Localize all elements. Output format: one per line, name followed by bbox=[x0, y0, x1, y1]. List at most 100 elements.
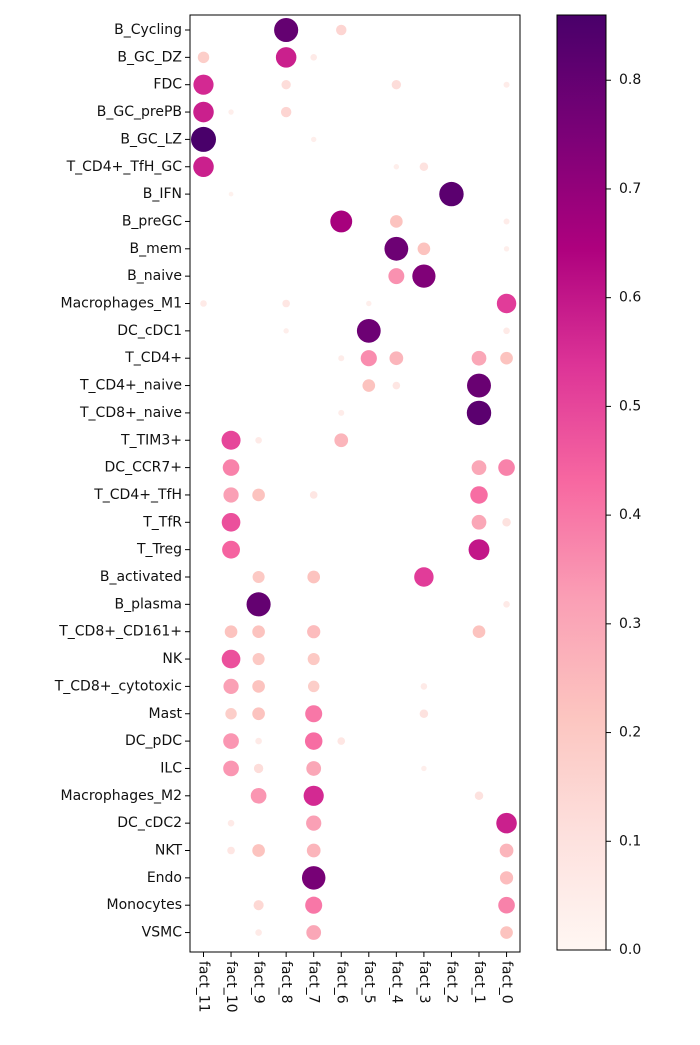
dot-NKT-fact_9 bbox=[252, 844, 265, 857]
y-tick-label: DC_cDC2 bbox=[117, 815, 182, 831]
dot-NKT-fact_10 bbox=[227, 846, 235, 855]
y-tick-label: B_Cycling bbox=[114, 22, 182, 38]
dot-series bbox=[191, 17, 517, 940]
colorbar-tick-label: 0.5 bbox=[619, 398, 641, 414]
dot-T_CD4+-fact_1 bbox=[471, 350, 487, 366]
dot-T_CD8+_naive-fact_6 bbox=[338, 409, 345, 416]
dot-B_mem-fact_4 bbox=[384, 236, 409, 261]
colorbar-tick-label: 0.0 bbox=[619, 942, 641, 958]
dot-T_CD4+_naive-fact_4 bbox=[392, 381, 401, 390]
dot-Macrophages_M2-fact_9 bbox=[250, 787, 267, 804]
y-tick-label: Endo bbox=[147, 870, 182, 886]
y-tick-label: DC_pDC bbox=[125, 733, 182, 749]
dot-Mast-fact_3 bbox=[419, 709, 429, 719]
dot-ILC-fact_10 bbox=[223, 760, 239, 777]
dot-T_CD4+-fact_4 bbox=[389, 351, 404, 366]
dot-T_CD4+_TfH-fact_10 bbox=[223, 487, 239, 503]
dot-DC_cDC1-fact_0 bbox=[503, 327, 510, 335]
dot-T_CD8+_naive-fact_1 bbox=[466, 400, 492, 426]
dot-Mast-fact_10 bbox=[225, 708, 237, 720]
dot-Macrophages_M1-fact_11 bbox=[200, 300, 207, 307]
y-tick-label: Macrophages_M2 bbox=[61, 788, 183, 804]
dot-T_CD4+-fact_0 bbox=[500, 351, 513, 365]
dot-Mast-fact_9 bbox=[252, 707, 265, 721]
dot-T_Treg-fact_10 bbox=[222, 540, 240, 559]
dot-DC_pDC-fact_10 bbox=[223, 733, 239, 749]
y-tick-label: T_Treg bbox=[136, 542, 182, 558]
axes-frame bbox=[189, 14, 521, 953]
dot-B_Cycling-fact_6 bbox=[336, 24, 347, 36]
dot-B_naive-fact_4 bbox=[388, 268, 405, 285]
y-tick-label: T_TfR bbox=[142, 514, 182, 530]
dot-FDC-fact_11 bbox=[193, 74, 214, 95]
dot-T_CD4+_TfH_GC-fact_3 bbox=[419, 162, 429, 172]
dot-T_TfR-fact_0 bbox=[502, 518, 511, 527]
dot-T_CD4+_TfH-fact_1 bbox=[470, 486, 488, 504]
dot-NK-fact_7 bbox=[307, 653, 320, 666]
dot-B_activated-fact_7 bbox=[307, 570, 321, 584]
dot-B_activated-fact_9 bbox=[252, 570, 265, 584]
y-tick-label: Mast bbox=[149, 706, 183, 722]
y-tick-label: B_activated bbox=[100, 569, 182, 585]
x-tick-label: fact_0 bbox=[499, 961, 515, 1004]
colorbar-tick-label: 0.6 bbox=[619, 290, 641, 306]
dot-B_GC_DZ-fact_8 bbox=[275, 47, 297, 68]
colorbar-tick-label: 0.3 bbox=[619, 616, 641, 632]
y-tick-label: DC_cDC1 bbox=[117, 323, 182, 339]
dot-T_CD8+_CD161+-fact_7 bbox=[307, 625, 321, 639]
dot-B_IFN-fact_2 bbox=[439, 181, 464, 207]
x-axis-ticks: fact_11 fact_10 fact_9 fact_8 fact_7 fact_6 fa… bbox=[196, 952, 515, 1013]
y-tick-label: B_preGC bbox=[122, 213, 182, 229]
y-tick-label: ILC bbox=[160, 760, 182, 776]
x-tick-label: fact_8 bbox=[278, 961, 294, 1004]
dot-VSMC-fact_7 bbox=[306, 925, 322, 940]
dot-T_CD4+-fact_5 bbox=[360, 350, 377, 367]
x-tick-label: fact_9 bbox=[251, 961, 267, 1004]
y-tick-label: VSMC bbox=[142, 925, 183, 941]
dot-B_GC_DZ-fact_11 bbox=[197, 51, 210, 64]
colorbar: 0.0 0.1 0.2 0.3 0.4 0.5 0.6 0.7 0.8 bbox=[556, 14, 641, 958]
dot-DC_pDC-fact_7 bbox=[304, 732, 323, 750]
dot-FDC-fact_4 bbox=[391, 80, 402, 90]
dot-B_GC_LZ-fact_11 bbox=[191, 126, 216, 152]
dot-B_preGC-fact_0 bbox=[503, 218, 510, 225]
dot-B_preGC-fact_4 bbox=[390, 215, 403, 228]
dot-DC_cDC2-fact_7 bbox=[306, 815, 322, 831]
dot-DC_CCR7+-fact_0 bbox=[498, 459, 515, 476]
dot-B_plasma-fact_0 bbox=[503, 601, 510, 608]
dot-T_CD8+_CD161+-fact_9 bbox=[252, 625, 265, 639]
x-tick-label: fact_1 bbox=[471, 961, 487, 1004]
x-tick-label: fact_5 bbox=[361, 961, 377, 1004]
dot-B_activated-fact_3 bbox=[414, 567, 434, 587]
x-tick-label: fact_11 bbox=[196, 961, 212, 1013]
y-tick-label: DC_CCR7+ bbox=[105, 460, 182, 476]
y-tick-label: B_GC_DZ bbox=[117, 49, 182, 65]
y-tick-label: T_CD4+_TfH bbox=[93, 487, 182, 503]
dot-B_Cycling-fact_8 bbox=[274, 17, 299, 43]
dot-NKT-fact_0 bbox=[499, 843, 514, 858]
dot-FDC-fact_8 bbox=[281, 80, 291, 90]
y-tick-label: Macrophages_M1 bbox=[61, 296, 183, 312]
dot-T_CD4+_TfH_GC-fact_4 bbox=[393, 164, 400, 170]
dot-T_TIM3+-fact_10 bbox=[221, 430, 241, 450]
dot-T_CD8+_CD161+-fact_10 bbox=[224, 625, 238, 639]
dot-DC_CCR7+-fact_10 bbox=[222, 459, 240, 476]
y-tick-label: T_CD4+_naive bbox=[79, 378, 182, 394]
dot-T_CD4+_TfH_GC-fact_11 bbox=[193, 156, 214, 178]
dot-B_preGC-fact_6 bbox=[330, 210, 353, 233]
dot-T_CD4+_TfH-fact_9 bbox=[252, 488, 265, 502]
dot-B_GC_prePB-fact_11 bbox=[193, 101, 214, 123]
colorbar-tick-label: 0.2 bbox=[619, 725, 641, 741]
dot-Endo-fact_7 bbox=[301, 866, 326, 890]
y-tick-label: B_mem bbox=[130, 241, 183, 257]
dot-NKT-fact_7 bbox=[306, 843, 321, 858]
dot-DC_cDC1-fact_8 bbox=[283, 328, 289, 334]
dot-T_CD8+_cytotoxic-fact_10 bbox=[223, 678, 239, 695]
colorbar-bar bbox=[556, 14, 607, 951]
y-tick-label: T_CD8+_cytotoxic bbox=[54, 678, 182, 694]
y-tick-label: T_CD8+_CD161+ bbox=[58, 624, 182, 640]
dot-B_GC_LZ-fact_7 bbox=[311, 136, 317, 143]
x-tick-label: fact_3 bbox=[416, 961, 432, 1004]
dot-T_CD8+_cytotoxic-fact_9 bbox=[252, 680, 265, 693]
dot-B_IFN-fact_10 bbox=[228, 191, 234, 197]
